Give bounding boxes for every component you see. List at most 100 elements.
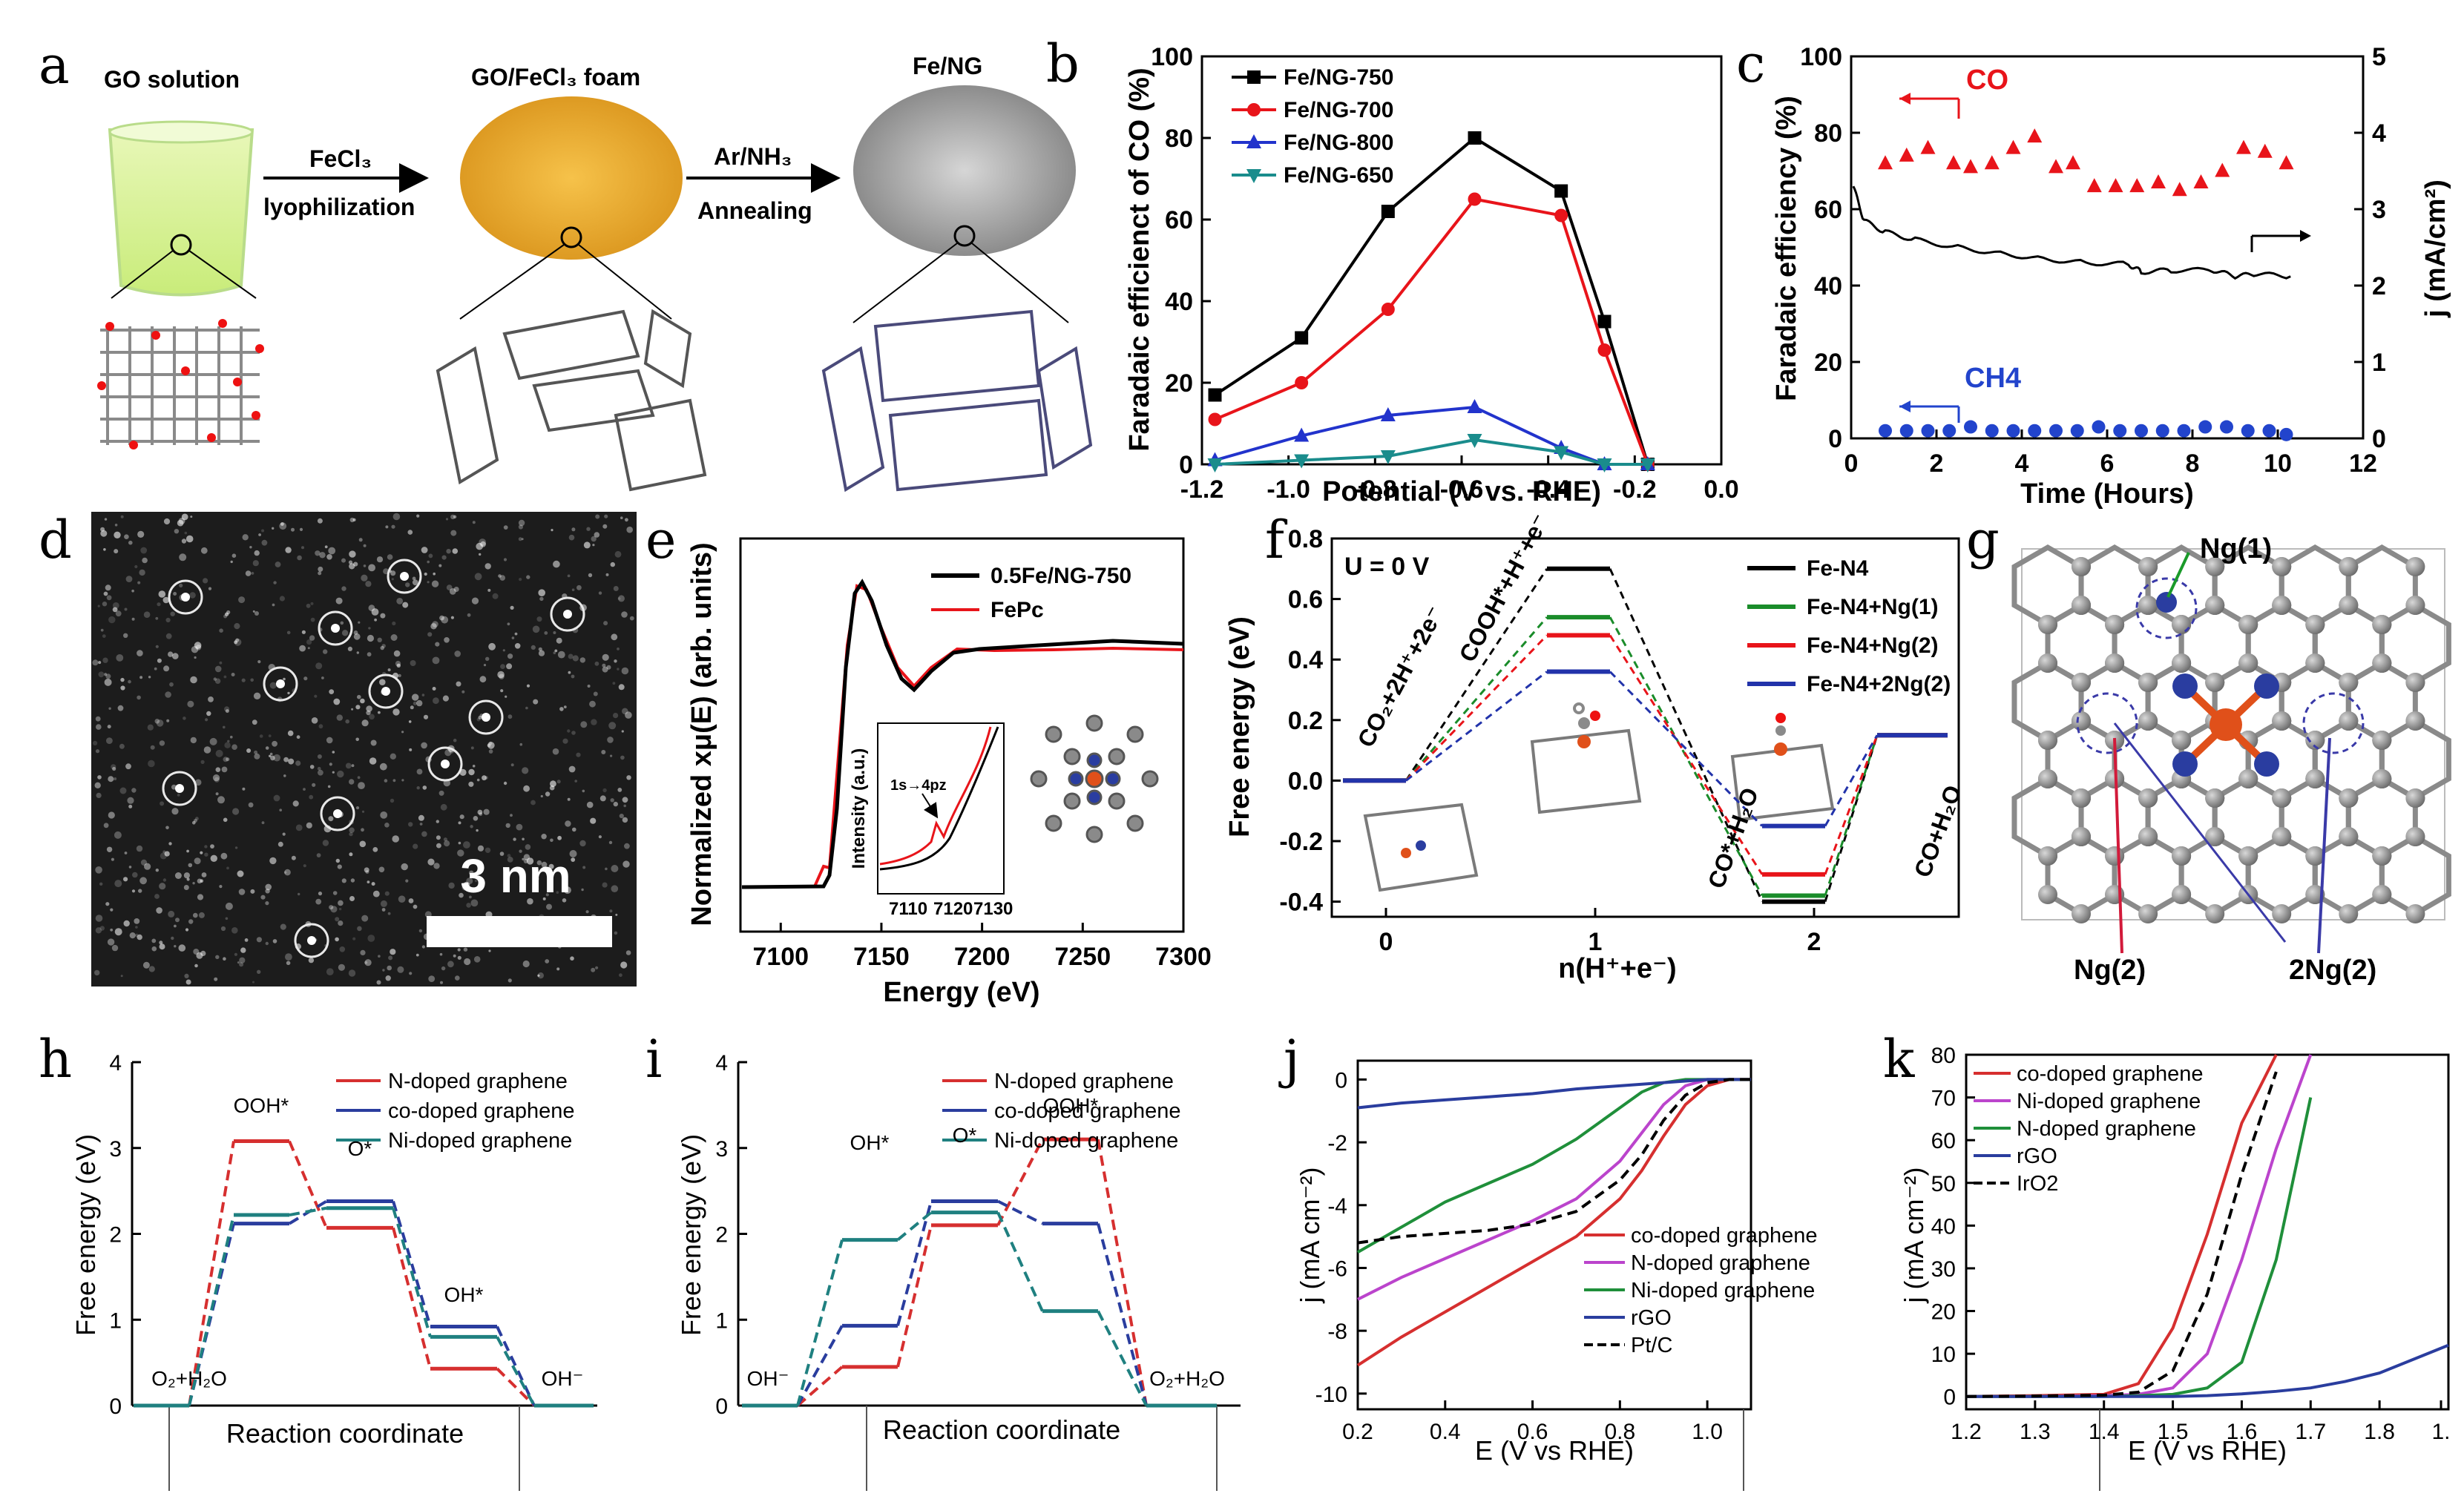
- stem-speckle-dot: [226, 866, 229, 870]
- stem-speckle-dot: [315, 550, 321, 556]
- stem-speckle-dot: [471, 597, 479, 605]
- stem-speckle-dot: [466, 903, 471, 908]
- stem-speckle-dot: [139, 877, 148, 885]
- stem-speckle-dot: [360, 698, 365, 704]
- carbon-atom: [2038, 885, 2057, 904]
- stem-speckle-dot: [129, 932, 136, 939]
- carbon-atom: [2172, 846, 2192, 866]
- stem-speckle-dot: [398, 895, 406, 903]
- stem-speckle-dot: [582, 866, 586, 869]
- stem-speckle-dot: [335, 937, 339, 942]
- stem-speckle-dot: [396, 598, 404, 605]
- chart-k-xtick-5: 1.7: [2295, 1420, 2326, 1444]
- stem-speckle-dot: [622, 817, 628, 823]
- stem-speckle-dot: [545, 959, 550, 964]
- stem-speckle-dot: [571, 731, 576, 735]
- stem-speckle-dot: [398, 673, 401, 678]
- stem-speckle-dot: [537, 972, 544, 979]
- stem-speckle-dot: [119, 787, 127, 794]
- stem-speckle-dot: [215, 955, 220, 960]
- stem-speckle-dot: [120, 685, 125, 691]
- stem-speckle-dot: [445, 518, 449, 521]
- stem-speckle-dot: [195, 817, 199, 821]
- stem-speckle-dot: [499, 575, 505, 581]
- chart-f-series-1-link-2: [1824, 734, 1879, 896]
- chart-b-series-3-point-4: [1554, 446, 1569, 461]
- stem-speckle-dot: [131, 617, 135, 621]
- stem-speckle-dot: [223, 817, 228, 823]
- stem-speckle-dot: [137, 934, 142, 941]
- stem-speckle-dot: [96, 792, 102, 798]
- stem-speckle-dot: [361, 828, 364, 832]
- stem-speckle-dot: [181, 538, 187, 544]
- stem-speckle-dot: [567, 729, 571, 733]
- chart-b-series-1-point-4: [1554, 208, 1568, 223]
- carbon-atom: [2372, 846, 2392, 866]
- stem-speckle-dot: [285, 953, 292, 961]
- stem-speckle-dot: [123, 877, 128, 882]
- chart-k-legend-2: N-doped graphene: [2017, 1117, 2196, 1141]
- stem-speckle-dot: [456, 681, 461, 687]
- chart-c-y2tick-1: 1: [2372, 349, 2386, 377]
- stem-speckle-dot: [384, 823, 390, 828]
- stem-speckle-dot: [251, 572, 254, 575]
- stem-speckle-dot: [318, 724, 323, 729]
- chart-f-series-3-link-1: [1609, 671, 1764, 827]
- stem-speckle-dot: [265, 901, 269, 906]
- chart-c-y2tick-0: 0: [2372, 425, 2386, 453]
- chart-h-ytick-1: 1: [109, 1308, 122, 1333]
- stem-speckle-dot: [208, 587, 212, 590]
- stem-speckle-dot: [526, 857, 534, 865]
- stem-speckle-dot: [273, 581, 277, 584]
- single-atom-4: [276, 679, 285, 688]
- stem-speckle-dot: [225, 902, 233, 910]
- stem-speckle-dot: [175, 918, 180, 923]
- carbon-atom: [2339, 827, 2359, 846]
- stem-speckle-dot: [265, 941, 269, 946]
- chart-k-xtick-7: 1.: [2431, 1420, 2450, 1444]
- stem-speckle-dot: [367, 652, 372, 657]
- carbon-atom: [2138, 788, 2158, 808]
- chart-c-xlabel: Time (Hours): [2020, 478, 2194, 510]
- chart-h-series-0-link-3: [496, 1367, 536, 1407]
- stem-speckle-dot: [372, 890, 380, 897]
- stem-speckle-dot: [341, 630, 349, 636]
- carbon-atom: [2038, 731, 2057, 750]
- chart-k-ytick-1: 10: [1931, 1343, 1956, 1367]
- stem-speckle-dot: [588, 573, 593, 578]
- carbon-atom: [2138, 711, 2158, 731]
- stem-speckle-dot: [553, 560, 560, 568]
- stem-speckle-dot: [461, 690, 465, 694]
- chart-h-step-label-4: OH⁻: [542, 1367, 584, 1390]
- stem-speckle-dot: [136, 845, 143, 852]
- stem-speckle-dot: [416, 514, 420, 518]
- carbon-atom: [2272, 788, 2292, 808]
- stem-speckle-dot: [265, 746, 269, 750]
- stem-speckle-dot: [104, 518, 108, 521]
- chart-i-step-label-1: OH*: [850, 1131, 890, 1154]
- stem-speckle-dot: [620, 961, 628, 969]
- chart-c-series-0-point-3: [1946, 155, 1961, 170]
- chart-i-ytick-3: 3: [715, 1137, 728, 1162]
- single-atom-9: [333, 809, 342, 818]
- chart-c-series-0-point-1: [1899, 147, 1914, 162]
- chart-f-ytick-2: 0.0: [1288, 767, 1323, 795]
- chart-c-series-0-point-0: [1878, 155, 1893, 170]
- stem-speckle-dot: [333, 698, 341, 705]
- carbon-atom: [2272, 596, 2292, 615]
- panel-label-c: c: [1736, 33, 1765, 94]
- stem-speckle-dot: [463, 881, 470, 889]
- chart-i-series-0-link-0: [796, 1366, 844, 1407]
- carbon-atom: [2238, 615, 2258, 634]
- chart-c-y2tick-2: 2: [2372, 272, 2386, 300]
- stem-speckle-dot: [318, 566, 323, 572]
- stem-speckle-dot: [583, 541, 591, 549]
- chart-i-series-2-link-2: [996, 1211, 1044, 1312]
- stem-speckle-dot: [565, 820, 571, 827]
- carbon-atom: [2339, 711, 2359, 731]
- stem-speckle-dot: [119, 743, 125, 749]
- stem-speckle-dot: [299, 645, 306, 652]
- stem-speckle-dot: [254, 550, 260, 556]
- beaker-icon: [108, 120, 257, 299]
- chart-b-xtick-5: -0.2: [1613, 475, 1657, 504]
